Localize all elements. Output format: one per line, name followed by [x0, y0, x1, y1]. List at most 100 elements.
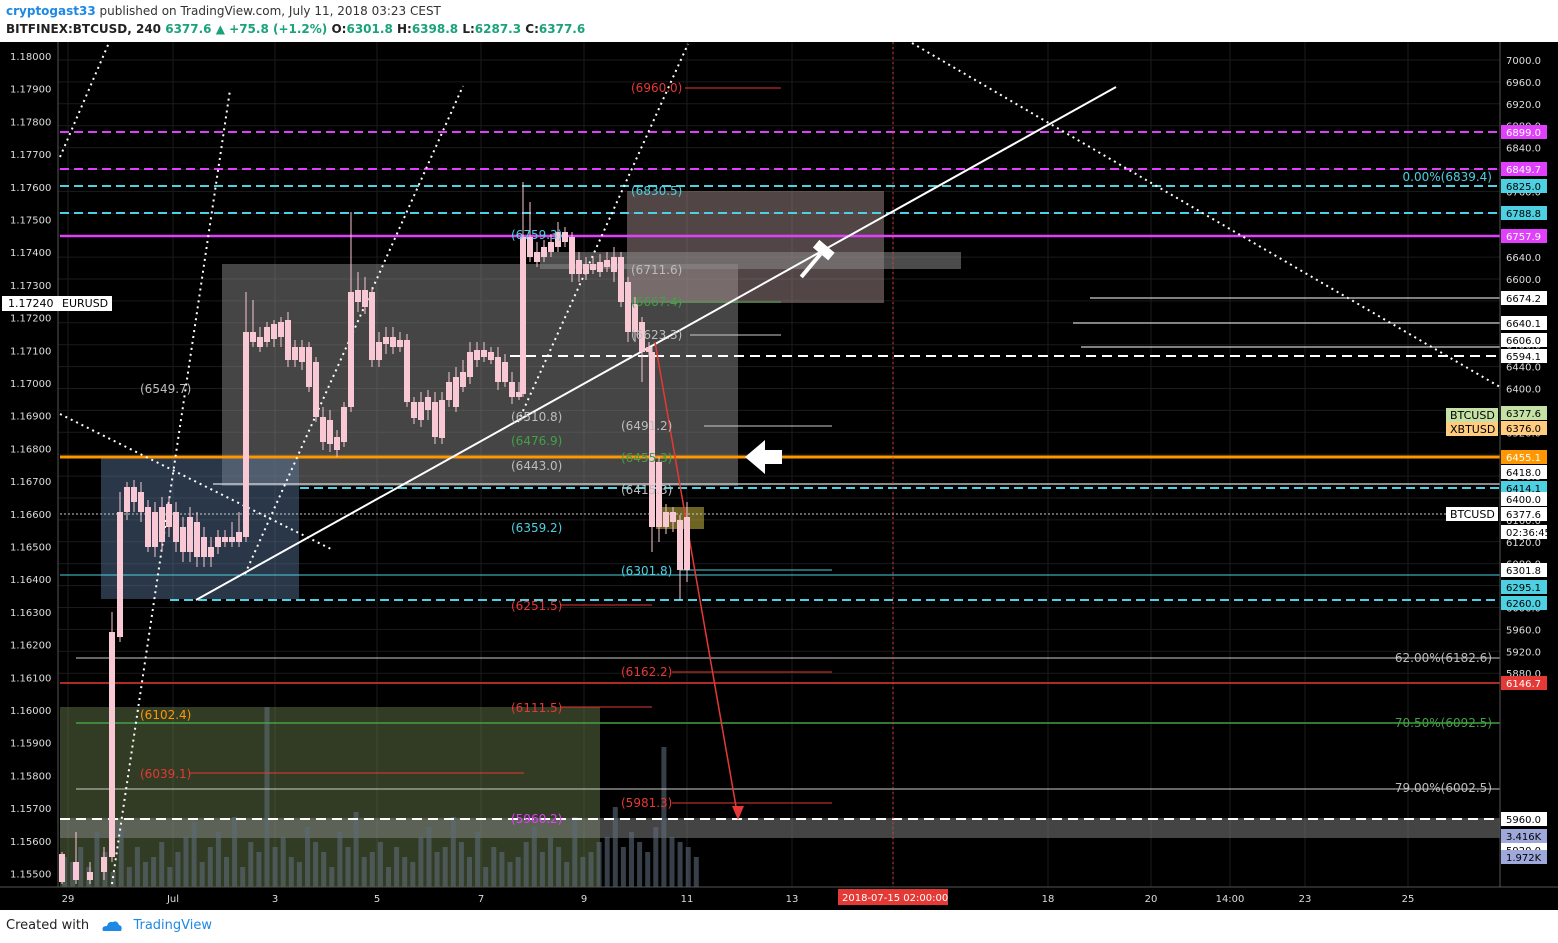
candle-body[interactable]: [541, 247, 547, 257]
candle-body[interactable]: [583, 264, 589, 274]
left-price-axis[interactable]: 1.18000 1.17900 1.17800 1.17700 1.17600 1.175…: [10, 52, 51, 881]
candle-body[interactable]: [509, 382, 515, 397]
candle-body[interactable]: [663, 512, 669, 527]
candle-body[interactable]: [516, 392, 522, 397]
candle-body[interactable]: [285, 320, 291, 360]
candle-body[interactable]: [87, 872, 93, 880]
candle-body[interactable]: [313, 362, 319, 417]
chart-canvas[interactable]: (6960.0) (6830.5) (6759.3) (6711.6) (6667.4)…: [0, 42, 1558, 910]
candle-body[interactable]: [618, 257, 624, 302]
candle-body[interactable]: [173, 512, 179, 542]
candle-body[interactable]: [432, 402, 438, 437]
right-price-axis[interactable]: 7000.06960.06920.06880.06840.06800.06760…: [1501, 56, 1551, 864]
candle-body[interactable]: [152, 512, 158, 547]
candle-body[interactable]: [250, 332, 256, 342]
candle-body[interactable]: [520, 237, 526, 394]
candle-body[interactable]: [684, 517, 690, 570]
green-zone-box[interactable]: [60, 707, 600, 887]
candle-body[interactable]: [495, 357, 501, 382]
candle-body[interactable]: [390, 337, 396, 347]
candle-body[interactable]: [677, 520, 683, 570]
candle-body[interactable]: [597, 262, 603, 272]
candle-body[interactable]: [502, 362, 508, 382]
candle-body[interactable]: [59, 854, 65, 882]
candle-body[interactable]: [264, 327, 270, 342]
candle-body[interactable]: [166, 504, 172, 527]
candle-body[interactable]: [474, 350, 480, 360]
candle-body[interactable]: [215, 537, 221, 547]
projection-line[interactable]: [654, 341, 739, 819]
candle-body[interactable]: [649, 352, 655, 527]
candle-body[interactable]: [576, 260, 582, 274]
candle-body[interactable]: [348, 292, 354, 407]
candle-body[interactable]: [355, 290, 361, 302]
candle-body[interactable]: [278, 322, 284, 337]
candle-body[interactable]: [481, 350, 487, 357]
candle-body[interactable]: [362, 290, 368, 307]
candle-body[interactable]: [334, 437, 340, 450]
candle-body[interactable]: [187, 517, 193, 552]
candle-body[interactable]: [320, 417, 326, 442]
candle-body[interactable]: [548, 242, 554, 252]
candle-body[interactable]: [208, 547, 214, 557]
candle-body[interactable]: [180, 527, 186, 552]
candle-body[interactable]: [257, 337, 263, 347]
candle-body[interactable]: [411, 402, 417, 418]
candle-body[interactable]: [625, 282, 631, 332]
candle-body[interactable]: [383, 337, 389, 344]
candle-body[interactable]: [604, 260, 610, 267]
candle-body[interactable]: [460, 372, 466, 387]
candle-body[interactable]: [201, 537, 207, 557]
candle-body[interactable]: [369, 292, 375, 360]
candle-body[interactable]: [611, 257, 617, 272]
candle-body[interactable]: [562, 232, 568, 242]
candle-body[interactable]: [229, 537, 235, 542]
symbol-label[interactable]: BITFINEX:BTCUSD, 240: [6, 22, 162, 36]
candle-body[interactable]: [194, 522, 200, 557]
candlesticks[interactable]: [59, 182, 690, 884]
candle-body[interactable]: [117, 512, 123, 637]
candle-body[interactable]: [670, 512, 676, 522]
candle-body[interactable]: [590, 264, 596, 270]
candle-body[interactable]: [243, 332, 249, 537]
supply-subbox[interactable]: [540, 252, 961, 269]
author-link[interactable]: cryptogast33: [6, 4, 96, 18]
candle-body[interactable]: [569, 237, 575, 274]
candle-body[interactable]: [222, 537, 228, 542]
candle-body[interactable]: [236, 532, 242, 542]
candle-body[interactable]: [109, 632, 115, 857]
candle-body[interactable]: [425, 397, 431, 410]
candle-body[interactable]: [453, 377, 459, 407]
candle-body[interactable]: [101, 857, 107, 872]
candle-body[interactable]: [306, 347, 312, 387]
candle-body[interactable]: [299, 347, 305, 362]
candle-body[interactable]: [439, 400, 445, 438]
candle-body[interactable]: [527, 237, 533, 257]
candle-body[interactable]: [646, 347, 652, 352]
candle-body[interactable]: [639, 322, 645, 352]
candle-body[interactable]: [292, 347, 298, 360]
tradingview-link[interactable]: TradingView: [133, 918, 212, 933]
chart-area[interactable]: (6960.0) (6830.5) (6759.3) (6711.6) (6667.4)…: [0, 42, 1558, 910]
candle-body[interactable]: [656, 462, 662, 527]
candle-body[interactable]: [488, 352, 494, 360]
candle-body[interactable]: [138, 492, 144, 512]
candle-body[interactable]: [418, 402, 424, 420]
candle-body[interactable]: [467, 352, 473, 377]
supply-zone-box[interactable]: [627, 191, 884, 303]
candle-body[interactable]: [632, 304, 638, 332]
candle-body[interactable]: [404, 340, 410, 402]
candle-body[interactable]: [376, 342, 382, 360]
candle-body[interactable]: [327, 420, 333, 444]
candle-body[interactable]: [397, 340, 403, 347]
candle-body[interactable]: [341, 407, 347, 442]
candle-body[interactable]: [124, 487, 130, 512]
candle-body[interactable]: [534, 252, 540, 262]
candle-body[interactable]: [271, 324, 277, 339]
candle-body[interactable]: [555, 232, 561, 247]
candle-body[interactable]: [446, 382, 452, 400]
candle-body[interactable]: [131, 487, 137, 502]
candle-body[interactable]: [145, 507, 151, 547]
candle-body[interactable]: [159, 507, 165, 542]
